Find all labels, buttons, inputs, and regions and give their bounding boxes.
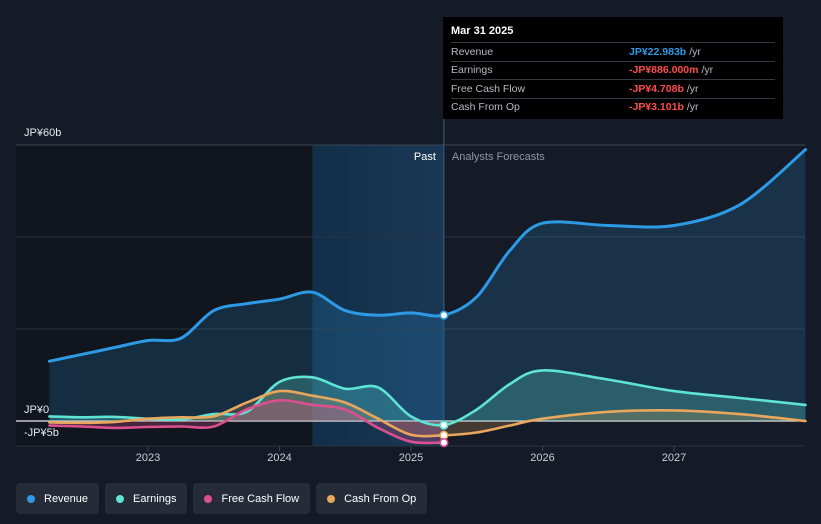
legend-label: Free Cash Flow bbox=[221, 492, 300, 505]
x-tick-label: 2025 bbox=[399, 452, 423, 464]
legend-dot-icon bbox=[204, 494, 213, 503]
tooltip-value: -JP¥3.101b bbox=[629, 101, 684, 114]
earnings-marker bbox=[439, 420, 449, 430]
highlight-band bbox=[312, 145, 444, 446]
x-tick-label: 2027 bbox=[662, 452, 686, 464]
cash-from-op-line bbox=[48, 389, 807, 438]
tooltip-row-free-cash-flow: Free Cash Flow -JP¥4.708b /yr bbox=[451, 79, 775, 98]
tooltip-label: Cash From Op bbox=[451, 101, 520, 114]
cash-from-op-area bbox=[49, 390, 806, 437]
free-cash-flow-marker bbox=[439, 438, 449, 448]
tooltip-unit: /yr bbox=[689, 45, 701, 58]
legend-item-cash-from-op[interactable]: Cash From Op bbox=[316, 483, 428, 514]
tooltip-label: Earnings bbox=[451, 64, 493, 77]
legend-dot-icon bbox=[116, 494, 125, 503]
tooltip: Mar 31 2025 Revenue JP¥22.983b /yr Earni… bbox=[443, 17, 783, 119]
tooltip-label: Revenue bbox=[451, 45, 494, 58]
tooltip-unit: /yr bbox=[686, 82, 699, 95]
tooltip-value: -JP¥4.708b bbox=[629, 82, 684, 95]
forecast-label: Analysts Forecasts bbox=[452, 151, 545, 163]
free-cash-flow-line bbox=[48, 398, 446, 445]
legend-dot-icon bbox=[327, 494, 336, 503]
tooltip-row-revenue: Revenue JP¥22.983b /yr bbox=[451, 42, 775, 61]
tooltip-row-earnings: Earnings -JP¥886.000m /yr bbox=[451, 60, 775, 80]
x-tick-label: 2023 bbox=[136, 452, 160, 464]
legend-item-free-cash-flow[interactable]: Free Cash Flow bbox=[193, 483, 311, 514]
legend-label: Cash From Op bbox=[344, 492, 417, 505]
legend-label: Earnings bbox=[133, 492, 177, 505]
legend-item-revenue[interactable]: Revenue bbox=[16, 483, 100, 514]
legend-item-earnings[interactable]: Earnings bbox=[105, 483, 188, 514]
tooltip-row-cash-from-op: Cash From Op -JP¥3.101b /yr bbox=[451, 97, 775, 117]
legend: Revenue Earnings Free Cash Flow Cash Fro… bbox=[16, 483, 428, 514]
x-tick-label: 2024 bbox=[267, 452, 291, 464]
tooltip-unit: /yr bbox=[701, 64, 714, 77]
tooltip-date: Mar 31 2025 bbox=[451, 25, 514, 37]
chart-area: JP¥60b JP¥0 -JP¥5b 2023 2024 2025 2026 2027 Past… bbox=[16, 18, 807, 464]
y-tick-label: JP¥60b bbox=[24, 127, 61, 139]
y-tick-label: -JP¥5b bbox=[24, 427, 59, 439]
revenue-area bbox=[49, 149, 806, 421]
revenue-line bbox=[47, 148, 807, 363]
y-tick-label: JP¥0 bbox=[24, 404, 49, 416]
tooltip-unit: /yr bbox=[686, 101, 699, 114]
free-cash-flow-area bbox=[49, 400, 444, 444]
legend-dot-icon bbox=[27, 494, 35, 503]
cash-from-op-marker bbox=[439, 430, 449, 440]
tooltip-value: -JP¥886.000m bbox=[629, 64, 699, 77]
tooltip-value: JP¥22.983b bbox=[629, 45, 687, 58]
x-tick-label: 2026 bbox=[530, 452, 554, 464]
past-label: Past bbox=[414, 151, 436, 163]
legend-label: Revenue bbox=[44, 492, 89, 505]
tooltip-label: Free Cash Flow bbox=[451, 82, 526, 95]
revenue-marker bbox=[439, 310, 449, 320]
